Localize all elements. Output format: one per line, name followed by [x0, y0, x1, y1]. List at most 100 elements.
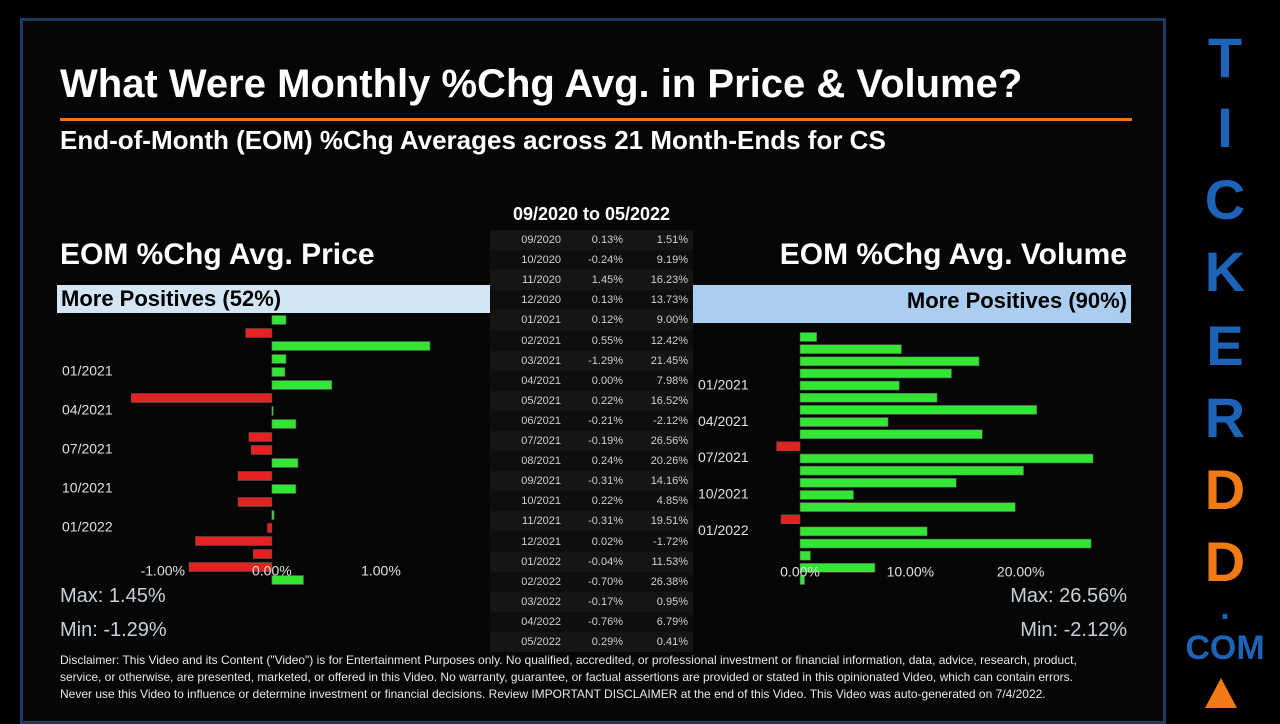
bar	[271, 406, 274, 416]
table-cell: 0.29%	[591, 636, 623, 648]
table-row: 04/2021 0.00% 7.98%	[490, 371, 693, 391]
bar	[253, 549, 273, 559]
annotation: Min: -2.12%	[1020, 619, 1127, 641]
bar	[799, 538, 1092, 549]
bar	[245, 328, 273, 338]
table-cell: -0.17%	[588, 595, 623, 608]
table-row: 11/2020 1.45% 16.23%	[490, 270, 693, 291]
title: What Were Monthly %Chg Avg. in Price & V…	[60, 62, 1023, 106]
brand-letter: .	[1220, 589, 1230, 627]
table-cell: -0.21%	[588, 414, 623, 427]
brand-letter: T	[1207, 26, 1243, 89]
x-tick-label: 1.00%	[361, 563, 401, 579]
y-tick-label: 10/2021	[62, 480, 113, 496]
y-tick-label: 10/2021	[698, 486, 749, 502]
x-tick-label: 0.00%	[252, 563, 292, 579]
table: 09/2020 0.13% 1.51% 10/2020 -0.24% 9.19% 11/20…	[490, 230, 693, 652]
table-cell: 12/2021	[521, 535, 561, 548]
brand-letter: C	[1204, 168, 1246, 231]
annotation: Min: -1.29%	[60, 619, 167, 641]
table-cell: 0.41%	[656, 636, 688, 648]
subtitle: End-of-Month (EOM) %Chg Averages across …	[60, 125, 886, 155]
table-cell: -2.12%	[653, 414, 688, 427]
table-row: 06/2021 -0.21% -2.12%	[490, 411, 693, 431]
bar	[799, 465, 1024, 476]
disclaimer-line: service, or otherwise, are presented, ma…	[60, 670, 1073, 684]
table-row: 10/2020 -0.24% 9.19%	[490, 250, 693, 270]
table-cell: 0.00%	[591, 374, 623, 387]
x-tick-label: 0.00%	[780, 564, 820, 580]
bar	[250, 445, 273, 455]
bar	[271, 380, 333, 390]
chart-title: EOM %Chg Avg. Price	[60, 238, 375, 271]
table-cell: 20.26%	[650, 455, 688, 468]
table-cell: 03/2021	[521, 354, 561, 367]
table-cell: 0.55%	[591, 334, 623, 347]
table-cell: 04/2021	[521, 374, 561, 387]
table-cell: 0.95%	[656, 595, 688, 608]
table-cell: 02/2022	[521, 575, 561, 588]
table-cell: 02/2021	[521, 334, 561, 347]
table-cell: 0.13%	[591, 294, 623, 307]
brand-letter: D	[1204, 458, 1246, 521]
bar	[799, 344, 902, 354]
table-row: 12/2021 0.02% -1.72%	[490, 532, 693, 552]
table-cell: 05/2021	[521, 394, 561, 407]
table-cell: 0.02%	[591, 535, 623, 548]
table-cell: 1.45%	[591, 274, 623, 287]
table-row: 03/2022 -0.17% 0.95%	[490, 591, 693, 612]
bar	[248, 432, 273, 442]
bar	[776, 441, 801, 452]
table-row: 08/2021 0.24% 20.26%	[490, 451, 693, 471]
table-row: 02/2022 -0.70% 26.38%	[490, 572, 693, 592]
bar	[271, 315, 287, 325]
brand-letter: COM	[1185, 629, 1265, 667]
table-row: 09/2020 0.13% 1.51%	[490, 230, 693, 250]
bar	[195, 536, 273, 546]
brand-letter: R	[1204, 386, 1246, 449]
table-row: 12/2020 0.13% 13.73%	[490, 290, 693, 310]
chart: 01/2021 04/2021 07/2021 10/2021 01/2022 0.00%…	[698, 332, 1094, 585]
brand-letter: D	[1204, 530, 1246, 593]
brand-letter: E	[1206, 314, 1244, 377]
bar	[271, 354, 287, 364]
table-cell: 13.73%	[650, 294, 688, 307]
y-tick-label: 04/2021	[698, 413, 749, 429]
bar	[271, 484, 297, 494]
bar	[267, 523, 273, 533]
bar	[799, 550, 811, 561]
bar	[799, 575, 805, 585]
table-cell: 01/2021	[521, 314, 561, 327]
table-cell: 07/2021	[521, 435, 561, 447]
table-cell: 1.51%	[656, 234, 688, 246]
table-cell: -0.76%	[588, 615, 623, 628]
bar	[799, 332, 817, 342]
table-cell: 12.42%	[650, 334, 688, 347]
y-tick-label: 04/2021	[62, 402, 113, 418]
x-tick-label: 10.00%	[887, 564, 934, 580]
table-cell: 09/2020	[521, 234, 561, 246]
table-cell: 6.79%	[656, 615, 688, 628]
table-title: 09/2020 to 05/2022	[512, 204, 671, 224]
table-cell: 14.16%	[650, 475, 688, 488]
table-cell: 21.45%	[650, 354, 688, 367]
table-cell: 06/2021	[521, 414, 561, 427]
bar	[799, 380, 900, 391]
y-tick-label: 01/2021	[62, 363, 113, 379]
bar	[799, 502, 1016, 512]
table-row: 01/2021 0.12% 9.00%	[490, 310, 693, 331]
table-cell: 05/2022	[521, 636, 561, 648]
table-row: 07/2021 -0.19% 26.56%	[490, 431, 693, 451]
bar	[799, 429, 983, 439]
table-row: 02/2021 0.55% 12.42%	[490, 331, 693, 351]
bar	[799, 563, 876, 573]
table-row: 03/2021 -1.29% 21.45%	[490, 350, 693, 371]
annotation: Max: 1.45%	[60, 585, 166, 607]
bar	[271, 419, 297, 429]
table-cell: 0.22%	[591, 394, 623, 407]
table-cell: 26.38%	[650, 575, 688, 588]
annotation: Max: 26.56%	[1010, 585, 1127, 607]
disclaimer-line: Disclaimer: This Video and its Content (…	[60, 653, 1077, 667]
table-cell: 0.22%	[591, 495, 623, 508]
